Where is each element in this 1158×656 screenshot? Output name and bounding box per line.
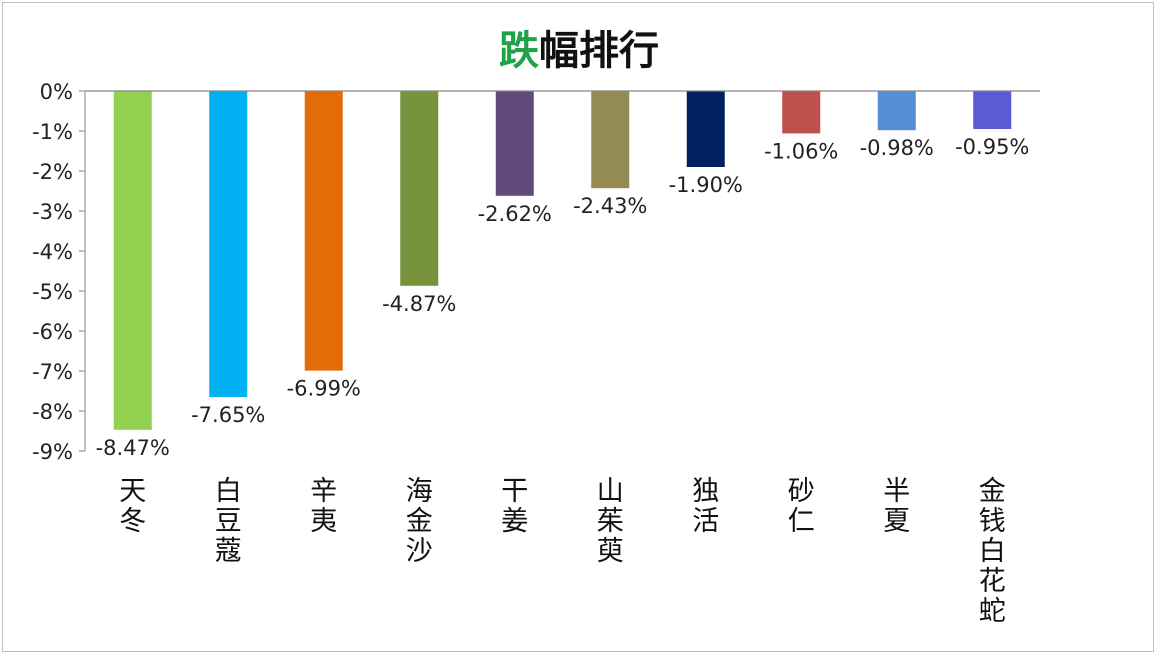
y-tick-label: -5% xyxy=(32,280,73,304)
category-label: 白豆蔻 xyxy=(215,476,242,567)
y-tick-label: -9% xyxy=(32,440,73,464)
y-tick-label: -1% xyxy=(32,120,73,144)
data-label: -1.90% xyxy=(669,173,743,197)
bar xyxy=(495,91,534,196)
category-label: 金钱白花蛇 xyxy=(979,476,1006,627)
data-label: -1.06% xyxy=(764,139,838,163)
bar xyxy=(591,91,630,189)
data-label: -2.43% xyxy=(573,194,647,218)
data-label: -7.65% xyxy=(191,403,265,427)
y-tick-label: -2% xyxy=(32,160,73,184)
category-label: 海金沙 xyxy=(406,476,433,567)
data-label: -2.62% xyxy=(478,202,552,226)
data-label: -4.87% xyxy=(382,292,456,316)
bar xyxy=(973,91,1012,129)
chart-title-accent: 跌 xyxy=(499,28,539,74)
data-label: -0.98% xyxy=(860,136,934,160)
chart-title-rest: 幅排行 xyxy=(539,28,659,74)
category-label: 辛夷 xyxy=(310,476,337,537)
category-label: 山茱萸 xyxy=(597,476,624,567)
y-tick-label: -7% xyxy=(32,360,73,384)
category-label: 干姜 xyxy=(501,476,528,537)
y-tick-label: -4% xyxy=(32,240,73,264)
chart-title: 跌幅排行 xyxy=(0,18,1158,76)
y-tick-label: 0% xyxy=(40,80,73,104)
bar xyxy=(782,91,821,134)
category-label: 半夏 xyxy=(883,476,910,537)
y-tick-label: -3% xyxy=(32,200,73,224)
bar xyxy=(400,91,439,286)
data-label: -8.47% xyxy=(96,436,170,460)
category-label: 独活 xyxy=(692,476,719,537)
category-label: 砂仁 xyxy=(788,476,815,537)
category-label: 天冬 xyxy=(119,476,146,537)
bar xyxy=(304,91,343,371)
data-label: -6.99% xyxy=(287,377,361,401)
bar xyxy=(877,91,916,131)
bar xyxy=(686,91,725,167)
y-tick-label: -6% xyxy=(32,320,73,344)
y-tick-label: -8% xyxy=(32,400,73,424)
bar xyxy=(209,91,248,397)
bar xyxy=(113,91,152,430)
data-label: -0.95% xyxy=(955,135,1029,159)
